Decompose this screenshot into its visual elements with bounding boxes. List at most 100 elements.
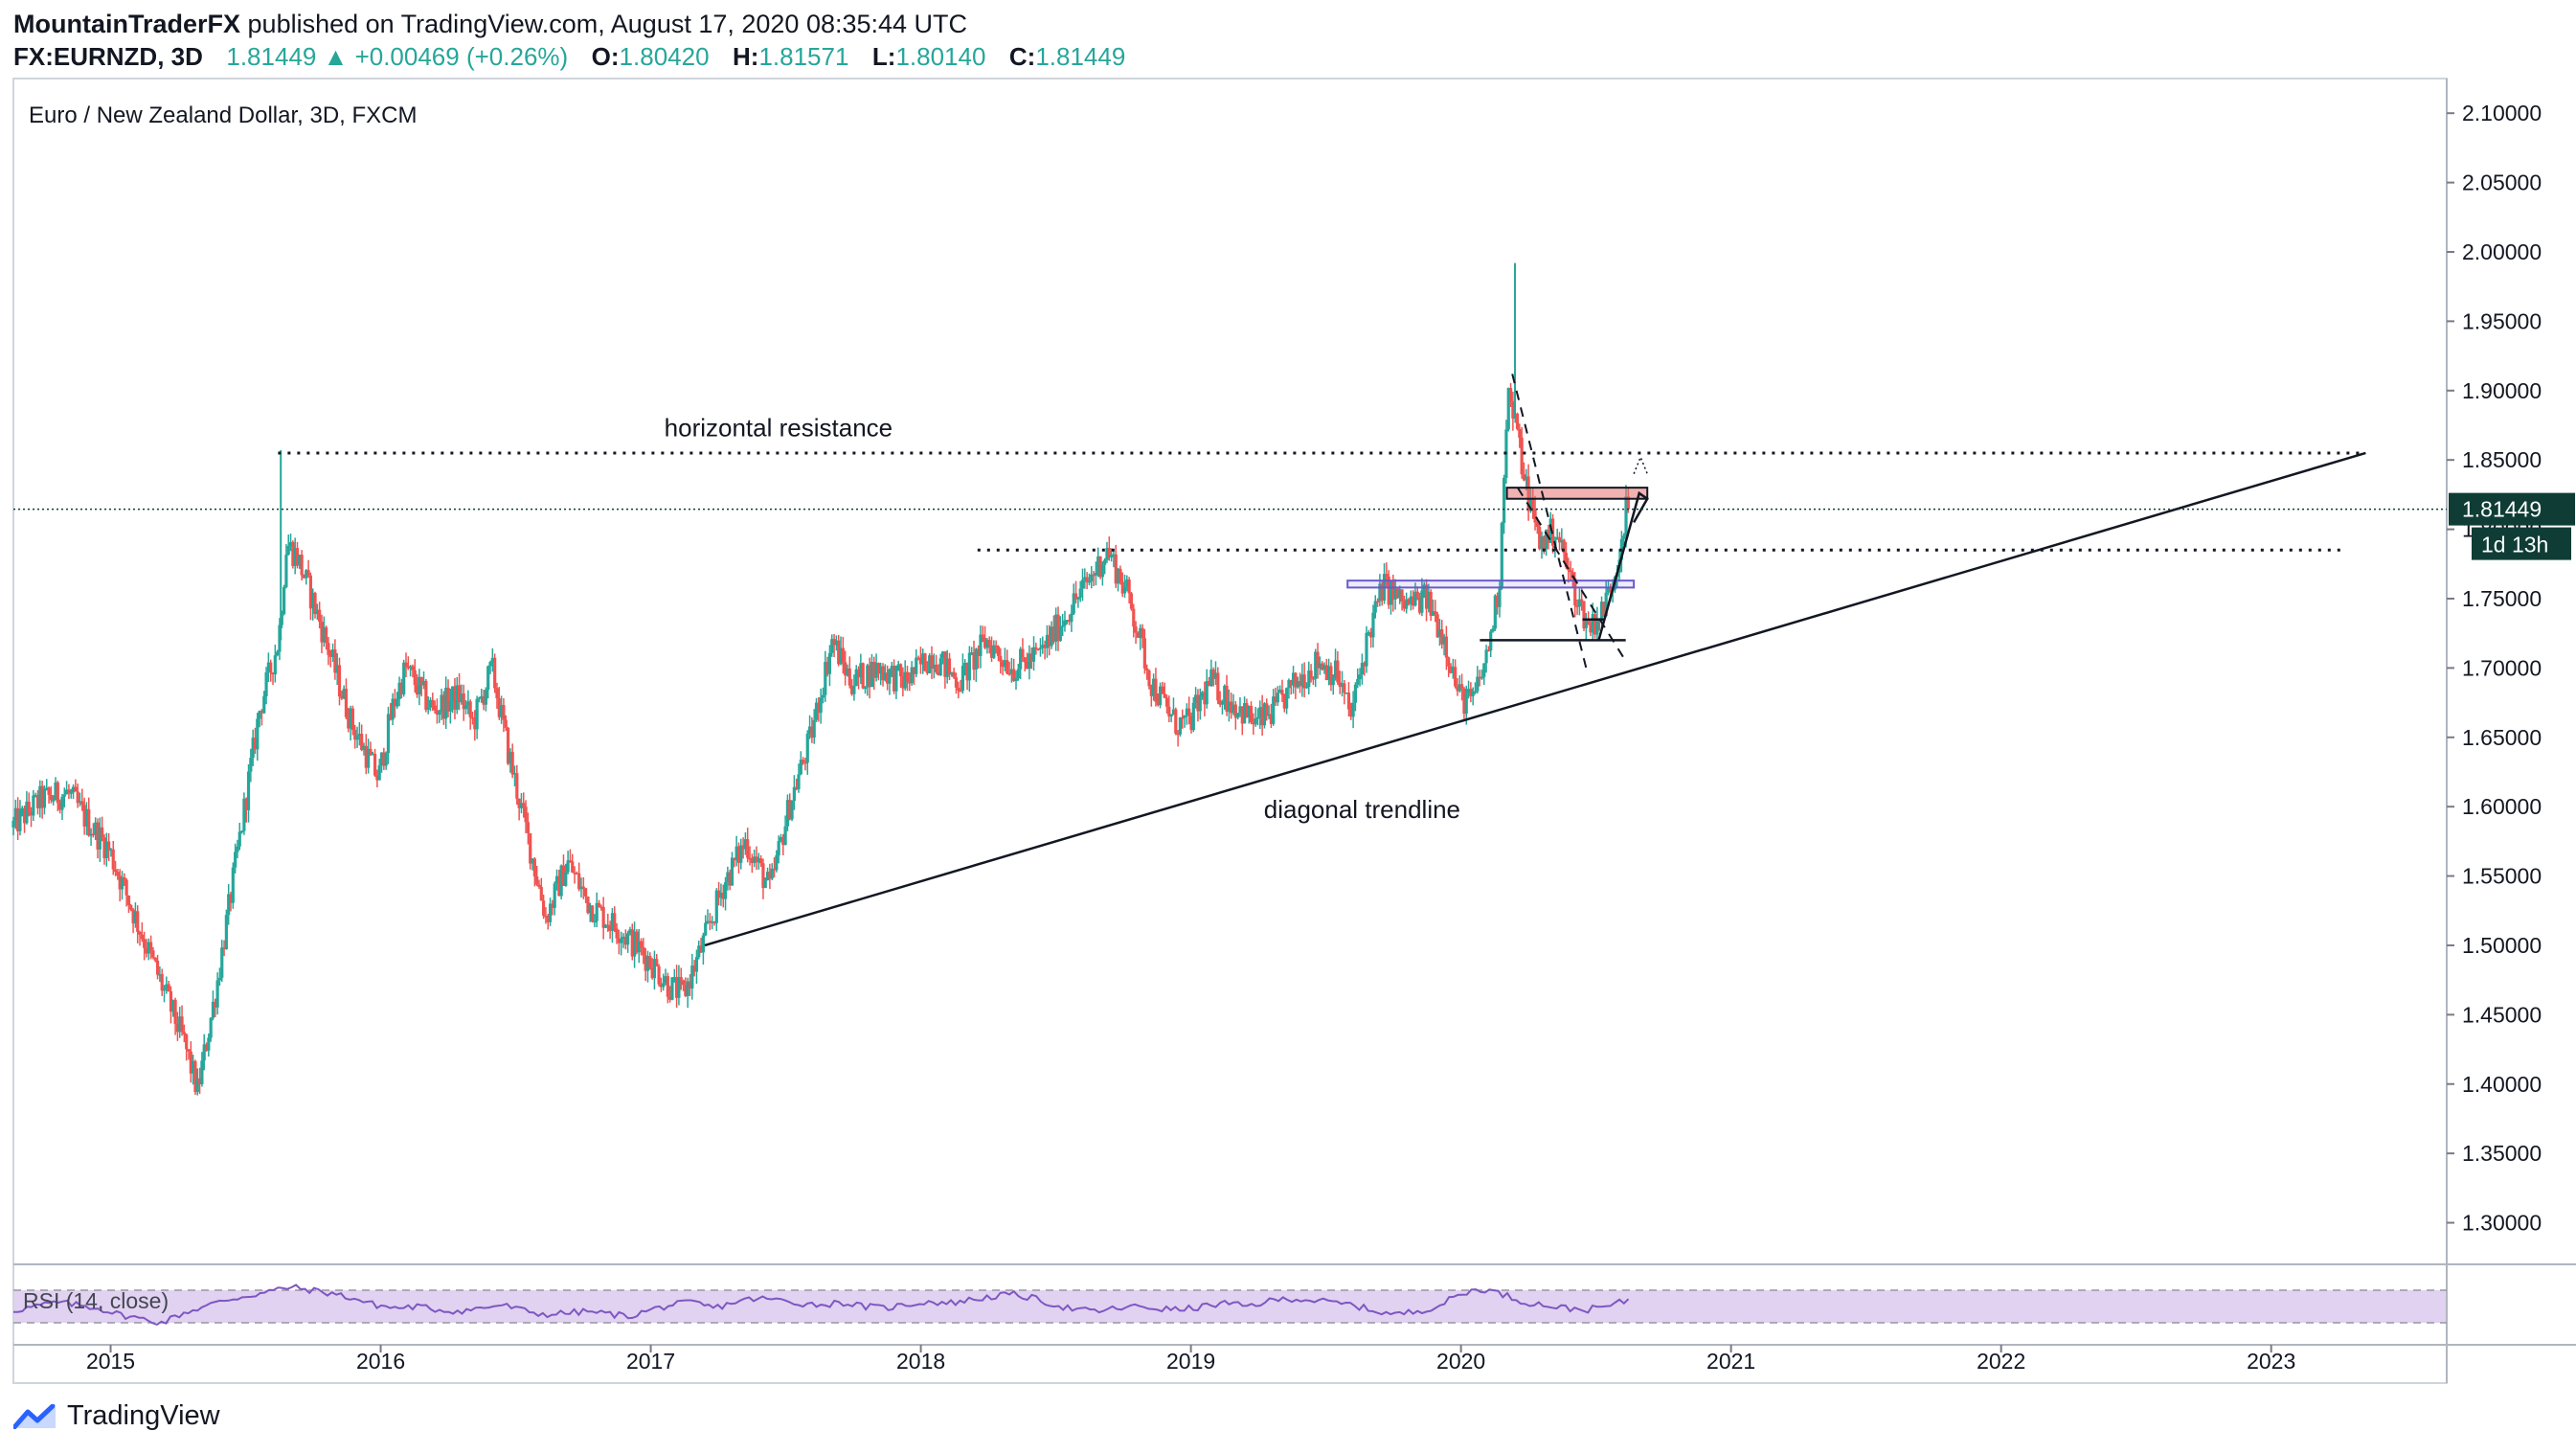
candle-body bbox=[706, 920, 710, 923]
candle-166 bbox=[379, 752, 384, 773]
candle-52 bbox=[126, 895, 131, 914]
candle-27 bbox=[71, 784, 76, 800]
candle-120 bbox=[278, 618, 282, 661]
candle-538 bbox=[1205, 669, 1209, 709]
candle-body bbox=[101, 827, 104, 838]
candle-4 bbox=[20, 806, 24, 817]
candle-414 bbox=[930, 646, 934, 679]
candle-body bbox=[493, 657, 497, 689]
candle-body bbox=[337, 665, 342, 697]
candle-195 bbox=[444, 676, 448, 730]
candle-368 bbox=[827, 645, 832, 687]
candle-234 bbox=[531, 857, 534, 871]
candle-body bbox=[165, 984, 169, 989]
candle-399 bbox=[896, 660, 900, 671]
candle-body bbox=[271, 672, 275, 675]
candle-361 bbox=[812, 709, 816, 744]
candle-body bbox=[444, 687, 448, 719]
candle-526 bbox=[1178, 716, 1183, 738]
candle-body bbox=[626, 933, 630, 945]
candle-602 bbox=[1346, 682, 1351, 717]
candle-body bbox=[1021, 648, 1025, 658]
time-axis[interactable]: 2015 2016 2017 2018 2019 2020 2021 2022 2023 bbox=[86, 1345, 2295, 1374]
candle-511 bbox=[1145, 664, 1149, 680]
candle-349 bbox=[785, 794, 790, 831]
candle-body bbox=[1573, 579, 1577, 606]
candle-body bbox=[896, 664, 900, 666]
candle-body bbox=[1218, 700, 1222, 705]
candle-body bbox=[1420, 590, 1424, 613]
candle-527 bbox=[1181, 709, 1185, 729]
candle-127 bbox=[293, 537, 297, 575]
candle-body bbox=[227, 894, 231, 916]
candle-body bbox=[486, 666, 490, 691]
current-price-marker[interactable]: 1.81449 1d 13h bbox=[13, 492, 2575, 560]
candle-body bbox=[568, 860, 573, 862]
candle-body bbox=[1254, 718, 1257, 725]
tradingview-brand[interactable]: TradingView bbox=[13, 1400, 220, 1432]
candle-551 bbox=[1233, 701, 1237, 730]
rsi-pane[interactable]: RSI (14, close) bbox=[12, 1284, 2447, 1327]
candle-72 bbox=[171, 999, 175, 1017]
candle-13 bbox=[40, 781, 44, 819]
candle-body bbox=[1073, 593, 1078, 600]
candle-271 bbox=[613, 906, 617, 933]
candle-body bbox=[553, 883, 556, 908]
candle-body bbox=[1028, 653, 1031, 670]
candle-145 bbox=[333, 639, 337, 680]
candle-body bbox=[1019, 648, 1023, 670]
candle-body bbox=[1314, 651, 1318, 679]
candle-body bbox=[457, 685, 462, 703]
candle-370 bbox=[832, 633, 836, 658]
candle-635 bbox=[1420, 578, 1424, 617]
chart-frame bbox=[12, 78, 2448, 1384]
y-tick-label-3: 1.95000 bbox=[2462, 308, 2542, 333]
candle-113 bbox=[262, 691, 266, 715]
candle-304 bbox=[686, 977, 689, 1009]
candle-458 bbox=[1028, 645, 1031, 680]
candle-51 bbox=[124, 877, 128, 907]
candle-593 bbox=[1327, 658, 1331, 686]
candle-body bbox=[298, 555, 302, 566]
candle-473 bbox=[1061, 613, 1065, 636]
price-axis[interactable]: 2.10000 2.05000 2.00000 1.95000 1.90000 1.850… bbox=[2447, 101, 2542, 1236]
candle-body bbox=[508, 751, 512, 764]
candle-154 bbox=[353, 724, 357, 749]
symbol-label: FX:EURNZD, 3D bbox=[13, 42, 203, 71]
candle-body bbox=[1369, 631, 1373, 638]
candle-10 bbox=[34, 792, 37, 798]
candle-5 bbox=[22, 805, 27, 833]
candle-24 bbox=[64, 781, 69, 795]
candle-body bbox=[54, 782, 57, 801]
candle-body bbox=[1116, 568, 1120, 584]
candle-body bbox=[734, 846, 738, 861]
candle-body bbox=[985, 640, 989, 648]
candle-302 bbox=[681, 979, 686, 991]
candle-479 bbox=[1073, 580, 1078, 604]
candle-body bbox=[397, 682, 401, 700]
candle-138 bbox=[318, 602, 322, 629]
candle-body bbox=[118, 875, 122, 890]
candle-body bbox=[1294, 672, 1298, 688]
candle-567 bbox=[1269, 703, 1273, 729]
candle-body bbox=[959, 690, 962, 693]
candle-88 bbox=[207, 1034, 211, 1057]
candle-body bbox=[832, 639, 836, 646]
candle-262 bbox=[593, 914, 597, 927]
candle-702 bbox=[1569, 560, 1572, 581]
candle-body bbox=[1090, 574, 1094, 581]
candle-332 bbox=[748, 846, 752, 866]
author-name[interactable]: MountainTraderFX bbox=[13, 10, 241, 38]
candle-297 bbox=[670, 977, 674, 1001]
drawings[interactable]: horizontal resistance diagonal trendline bbox=[278, 374, 2366, 947]
candle-404 bbox=[908, 672, 912, 692]
candle-body bbox=[32, 795, 35, 816]
candle-body bbox=[1207, 681, 1211, 687]
candle-body bbox=[438, 711, 441, 716]
candle-body bbox=[306, 570, 310, 576]
candle-body bbox=[723, 882, 728, 899]
candle-body bbox=[1038, 647, 1043, 649]
target-arrow bbox=[1633, 455, 1648, 474]
candle-body bbox=[805, 734, 809, 763]
